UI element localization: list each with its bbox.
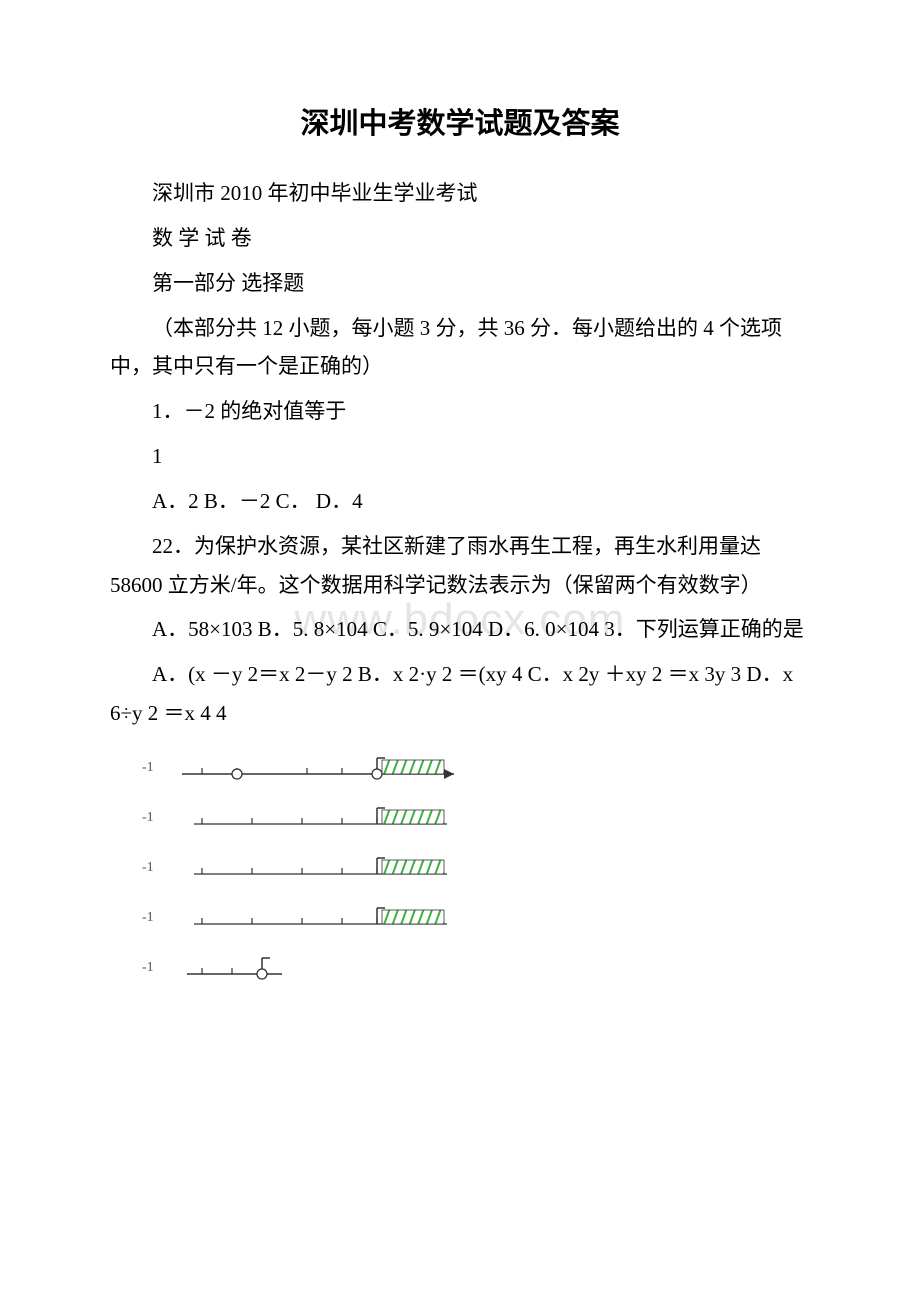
diagram-label-4: -1 [142,910,172,926]
section-note: （本部分共 12 小题，每小题 3 分，共 36 分．每小题给出的 4 个选项中… [110,309,810,387]
section-heading: 第一部分 选择题 [110,264,810,303]
number-line-diagrams: -1 -1 -1 -1 -1 [142,743,810,993]
number-line-2 [172,796,472,840]
question-3-options: A．(x －y 2＝x 2－y 2 B．x 2·y 2 ＝(xy 4 C．x 2… [110,655,810,733]
number-line-3 [172,846,472,890]
diagram-label-2: -1 [142,810,172,826]
diagram-label-5: -1 [142,960,172,976]
question-1: 1．－2 的绝对值等于 [110,392,810,431]
subject-line: 数 学 试 卷 [110,219,810,258]
number-line-1 [172,746,472,790]
diagram-label-1: -1 [142,760,172,776]
question-1-options: A．2 B．－2 C． D．4 [110,482,810,521]
question-2: 22．为保护水资源，某社区新建了雨水再生工程，再生水利用量达 58600 立方米… [110,527,810,605]
diagram-label-3: -1 [142,860,172,876]
page-title: 深圳中考数学试题及答案 [110,100,810,142]
document-body: 深圳中考数学试题及答案 深圳市 2010 年初中毕业生学业考试 数 学 试 卷 … [110,100,810,993]
subtitle-line: 深圳市 2010 年初中毕业生学业考试 [110,174,810,213]
question-2-options: A．58×103 B．5. 8×104 C．5. 9×104 D．6. 0×10… [110,610,810,649]
number-line-4 [172,896,472,940]
fragment-1: 1 [110,437,810,476]
number-line-5 [172,946,312,990]
